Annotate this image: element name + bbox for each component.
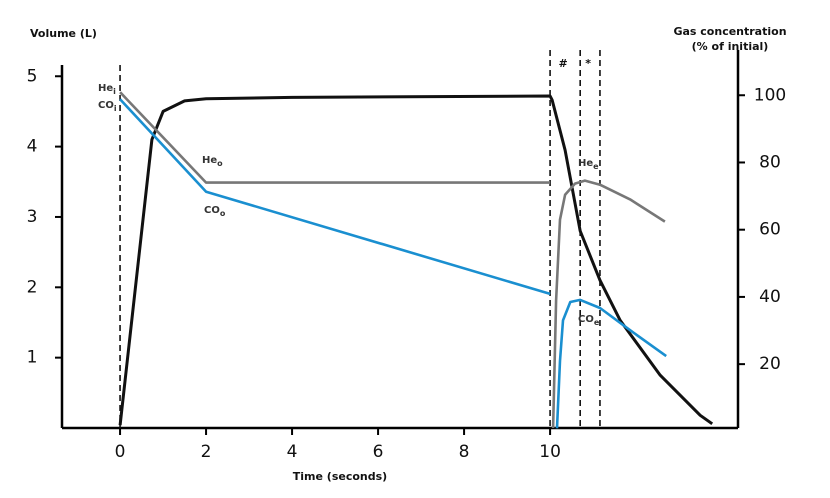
annotation-text: CO <box>578 314 594 325</box>
y-axis-label: Volume (L) <box>30 27 97 40</box>
x-tick-label: 10 <box>539 442 561 462</box>
annotation-text: He <box>202 155 217 166</box>
series-line <box>119 91 666 429</box>
annotation-sub: o <box>217 159 223 168</box>
y-tick-label: 4 <box>27 137 38 157</box>
annotation-sub: e <box>594 318 600 327</box>
y2-tick-label: 60 <box>759 220 781 240</box>
annotation: COe <box>578 314 600 327</box>
y2-axis-label: Gas concentration <box>673 25 786 38</box>
marker-label: * <box>585 57 591 70</box>
annotation: Heo <box>202 155 223 168</box>
annotation-sub: o <box>220 209 226 218</box>
annotation-sub: i <box>113 87 116 96</box>
x-tick-label: 2 <box>201 442 212 462</box>
y2-tick-label: 40 <box>759 287 781 307</box>
series-line <box>119 98 667 429</box>
annotation: COo <box>204 205 226 218</box>
annotation-sub: e <box>593 162 599 171</box>
y-tick-label: 1 <box>27 348 38 368</box>
y-tick-label: 3 <box>27 207 38 227</box>
marker-label: # <box>559 57 568 70</box>
y2-tick-label: 80 <box>759 152 781 172</box>
x-axis-label: Time (seconds) <box>293 470 387 483</box>
annotation-sub: i <box>114 104 117 113</box>
y-tick-label: 2 <box>27 277 38 297</box>
x-tick-label: 0 <box>115 442 126 462</box>
annotation: COi <box>98 100 117 113</box>
annotation: Hei <box>98 83 116 96</box>
y-tick-label: 5 <box>27 66 38 86</box>
x-tick-label: 4 <box>287 442 298 462</box>
series-line <box>118 94 714 426</box>
x-tick-label: 6 <box>373 442 384 462</box>
annotation-text: He <box>578 158 593 169</box>
annotation: Hee <box>578 158 599 171</box>
annotation-text: He <box>98 83 113 94</box>
x-tick-label: 8 <box>459 442 470 462</box>
annotation-text: CO <box>204 205 220 216</box>
y2-tick-label: 20 <box>759 354 781 374</box>
annotation-text: CO <box>98 100 114 111</box>
y2-axis-label: (% of initial) <box>692 40 769 53</box>
y2-tick-label: 100 <box>754 85 786 105</box>
